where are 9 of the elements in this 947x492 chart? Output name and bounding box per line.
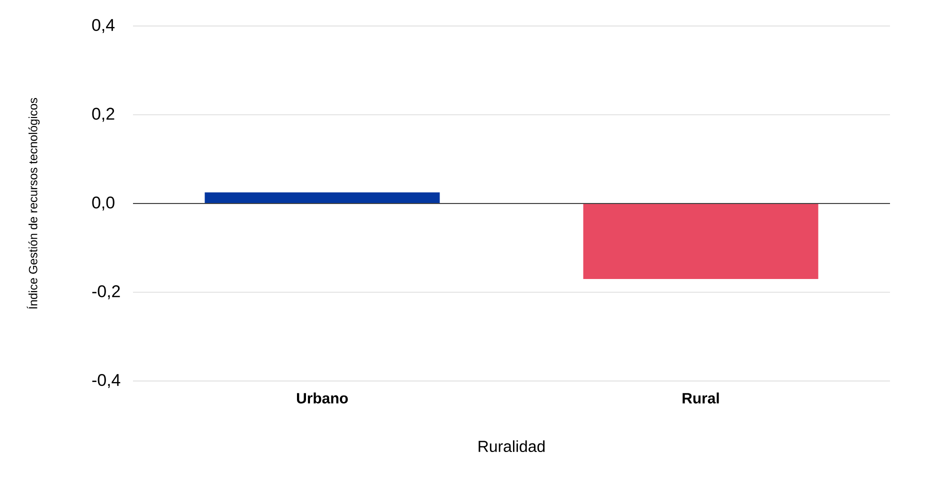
y-tick-label: 0,0 bbox=[92, 196, 114, 211]
y-tick-label: -0,2 bbox=[92, 285, 120, 300]
x-tick-label: Rural bbox=[682, 392, 719, 404]
y-tick-label: -0,4 bbox=[92, 374, 120, 388]
y-axis-title: Índice Gestión de recursos tecnológicos bbox=[26, 98, 40, 309]
y-tick-label: 0,4 bbox=[92, 19, 115, 34]
y-tick-label: 0,2 bbox=[92, 108, 114, 122]
x-axis-title: Ruralidad bbox=[478, 440, 545, 452]
x-tick-label: Urbano bbox=[296, 392, 348, 404]
